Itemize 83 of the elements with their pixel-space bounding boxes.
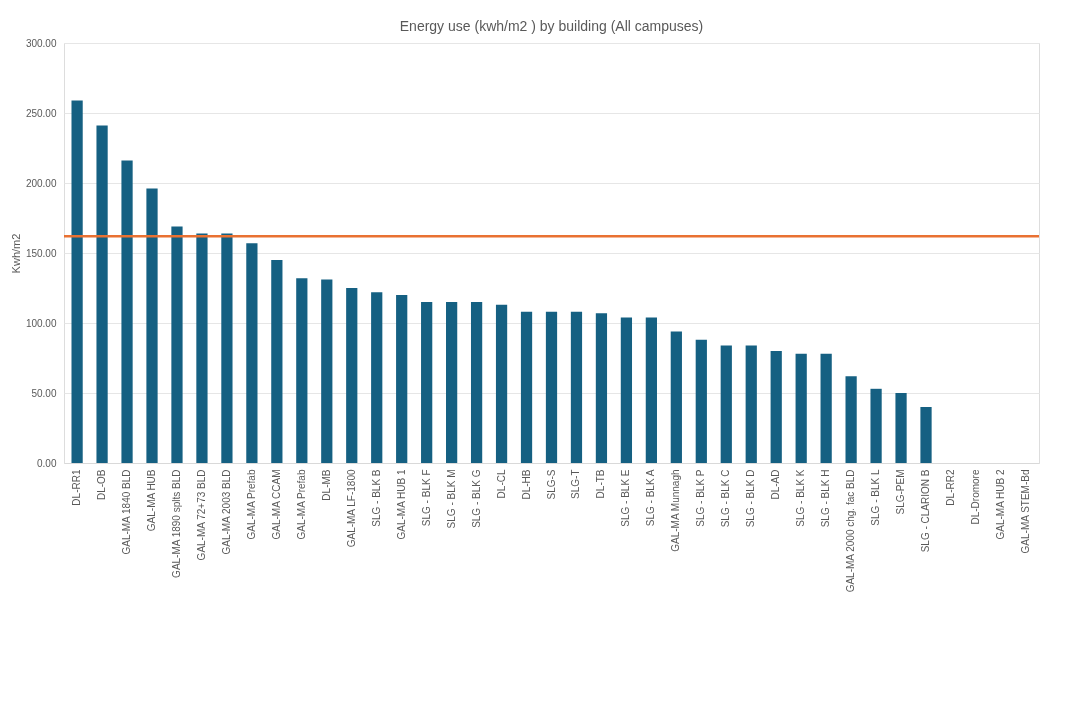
bar [920,407,932,463]
x-tick-label: GAL-MA Prefab [295,469,307,540]
x-tick-label: GAL-MA 72+73 BLD [195,469,207,561]
y-tick-label: 300.00 [25,37,57,49]
x-tick-label: GAL-MA LF-1800 [345,469,357,548]
x-tick-label: SLG - BLK P [695,469,707,527]
x-tick-label: DL-Dromore [969,469,981,525]
x-tick-label: DL-TB [595,469,607,499]
x-tick-label: GAL-MA HUB [146,469,158,532]
bar [720,345,732,463]
bar [221,233,233,463]
bar [520,311,533,463]
bar [421,302,433,463]
bar [196,233,208,463]
bar [271,260,283,463]
bar [121,160,133,463]
x-tick-label: GAL-MA STEM-Bd [1019,469,1031,554]
y-tick-label: 200.00 [25,177,57,189]
x-tick-label: SLG-T [570,469,582,499]
x-tick-label: GAL-MA 1840 BLD [121,469,133,555]
y-tick-label: 250.00 [25,107,57,119]
bar [695,339,707,463]
x-tick-label: SLG - BLK H [820,469,832,528]
x-tick-label: SLG - BLK F [420,469,432,527]
x-tick-label: GAL-MA 1890 splts BLD [170,469,182,578]
y-tick-label: 50.00 [31,387,57,399]
x-tick-label: GAL-MA CCAM [270,469,282,540]
bar [171,226,183,463]
bar [870,388,882,463]
bar [620,317,633,463]
y-tick-label: 150.00 [25,247,57,259]
x-tick-label: DL-CL [495,469,507,499]
y-tick-label: 0.00 [37,457,57,469]
y-tick-label: 100.00 [25,317,57,329]
bar [670,331,682,463]
bar [645,317,657,463]
x-tick-label: GAL-MA Prefab [245,469,257,540]
x-tick-label: SLG - BLK A [645,469,657,527]
bar [371,292,383,463]
x-tick-label: SLG - BLK L [870,469,882,526]
x-tick-label: SLG-S [545,469,557,500]
x-tick-label: DL-AD [770,469,782,500]
x-tick-label: DL-RR2 [944,469,956,506]
bar [495,304,508,463]
bar [595,313,608,463]
bar [470,302,483,463]
x-tick-label: GAL-MA Munnagh [670,469,682,552]
bar [795,353,807,463]
chart-title: Energy use (kwh/m2 ) by building (All campuses) [399,18,704,34]
x-tick-label: DL-MB [320,469,332,501]
y-axis-title: Kwh/m2 [9,233,22,274]
bar [296,278,308,463]
x-tick-label: SLG - BLK C [720,469,732,528]
bar [346,288,358,463]
bar [770,351,782,463]
x-tick-label: DL-HB [520,469,532,500]
bar [820,353,832,463]
x-tick-label: SLG - BLK M [445,469,457,529]
x-tick-label: SLG - BLK E [620,469,632,527]
bar [146,188,158,463]
x-tick-label: SLG - BLK G [470,469,482,528]
x-tick-label: SLG - BLK K [795,469,807,527]
bar [446,302,458,463]
bar [545,311,558,463]
bar [895,393,907,463]
x-tick-label: GAL-MA HUB 1 [395,469,407,540]
x-tick-label: GAL-MA 2000 chg. fac BLD [845,469,857,593]
x-tick-label: GAL-MA 2003 BLD [220,469,232,555]
bar [321,279,333,463]
x-tick-label: GAL-MA HUB 2 [994,469,1006,540]
bar [246,243,258,463]
x-tick-label: SLG - BLK B [370,469,382,527]
x-tick-label: SLG - CLARION B [920,469,932,553]
bar [71,100,83,463]
bar [570,311,583,463]
x-tick-label: SLG-PEM [895,469,907,515]
bar [96,125,108,463]
x-tick-label: SLG - BLK D [745,469,757,528]
bar [396,295,408,463]
x-tick-label: DL-OB [96,469,108,501]
x-tick-label: DL-RR1 [71,469,83,506]
bar [845,376,857,463]
bar [745,345,757,463]
